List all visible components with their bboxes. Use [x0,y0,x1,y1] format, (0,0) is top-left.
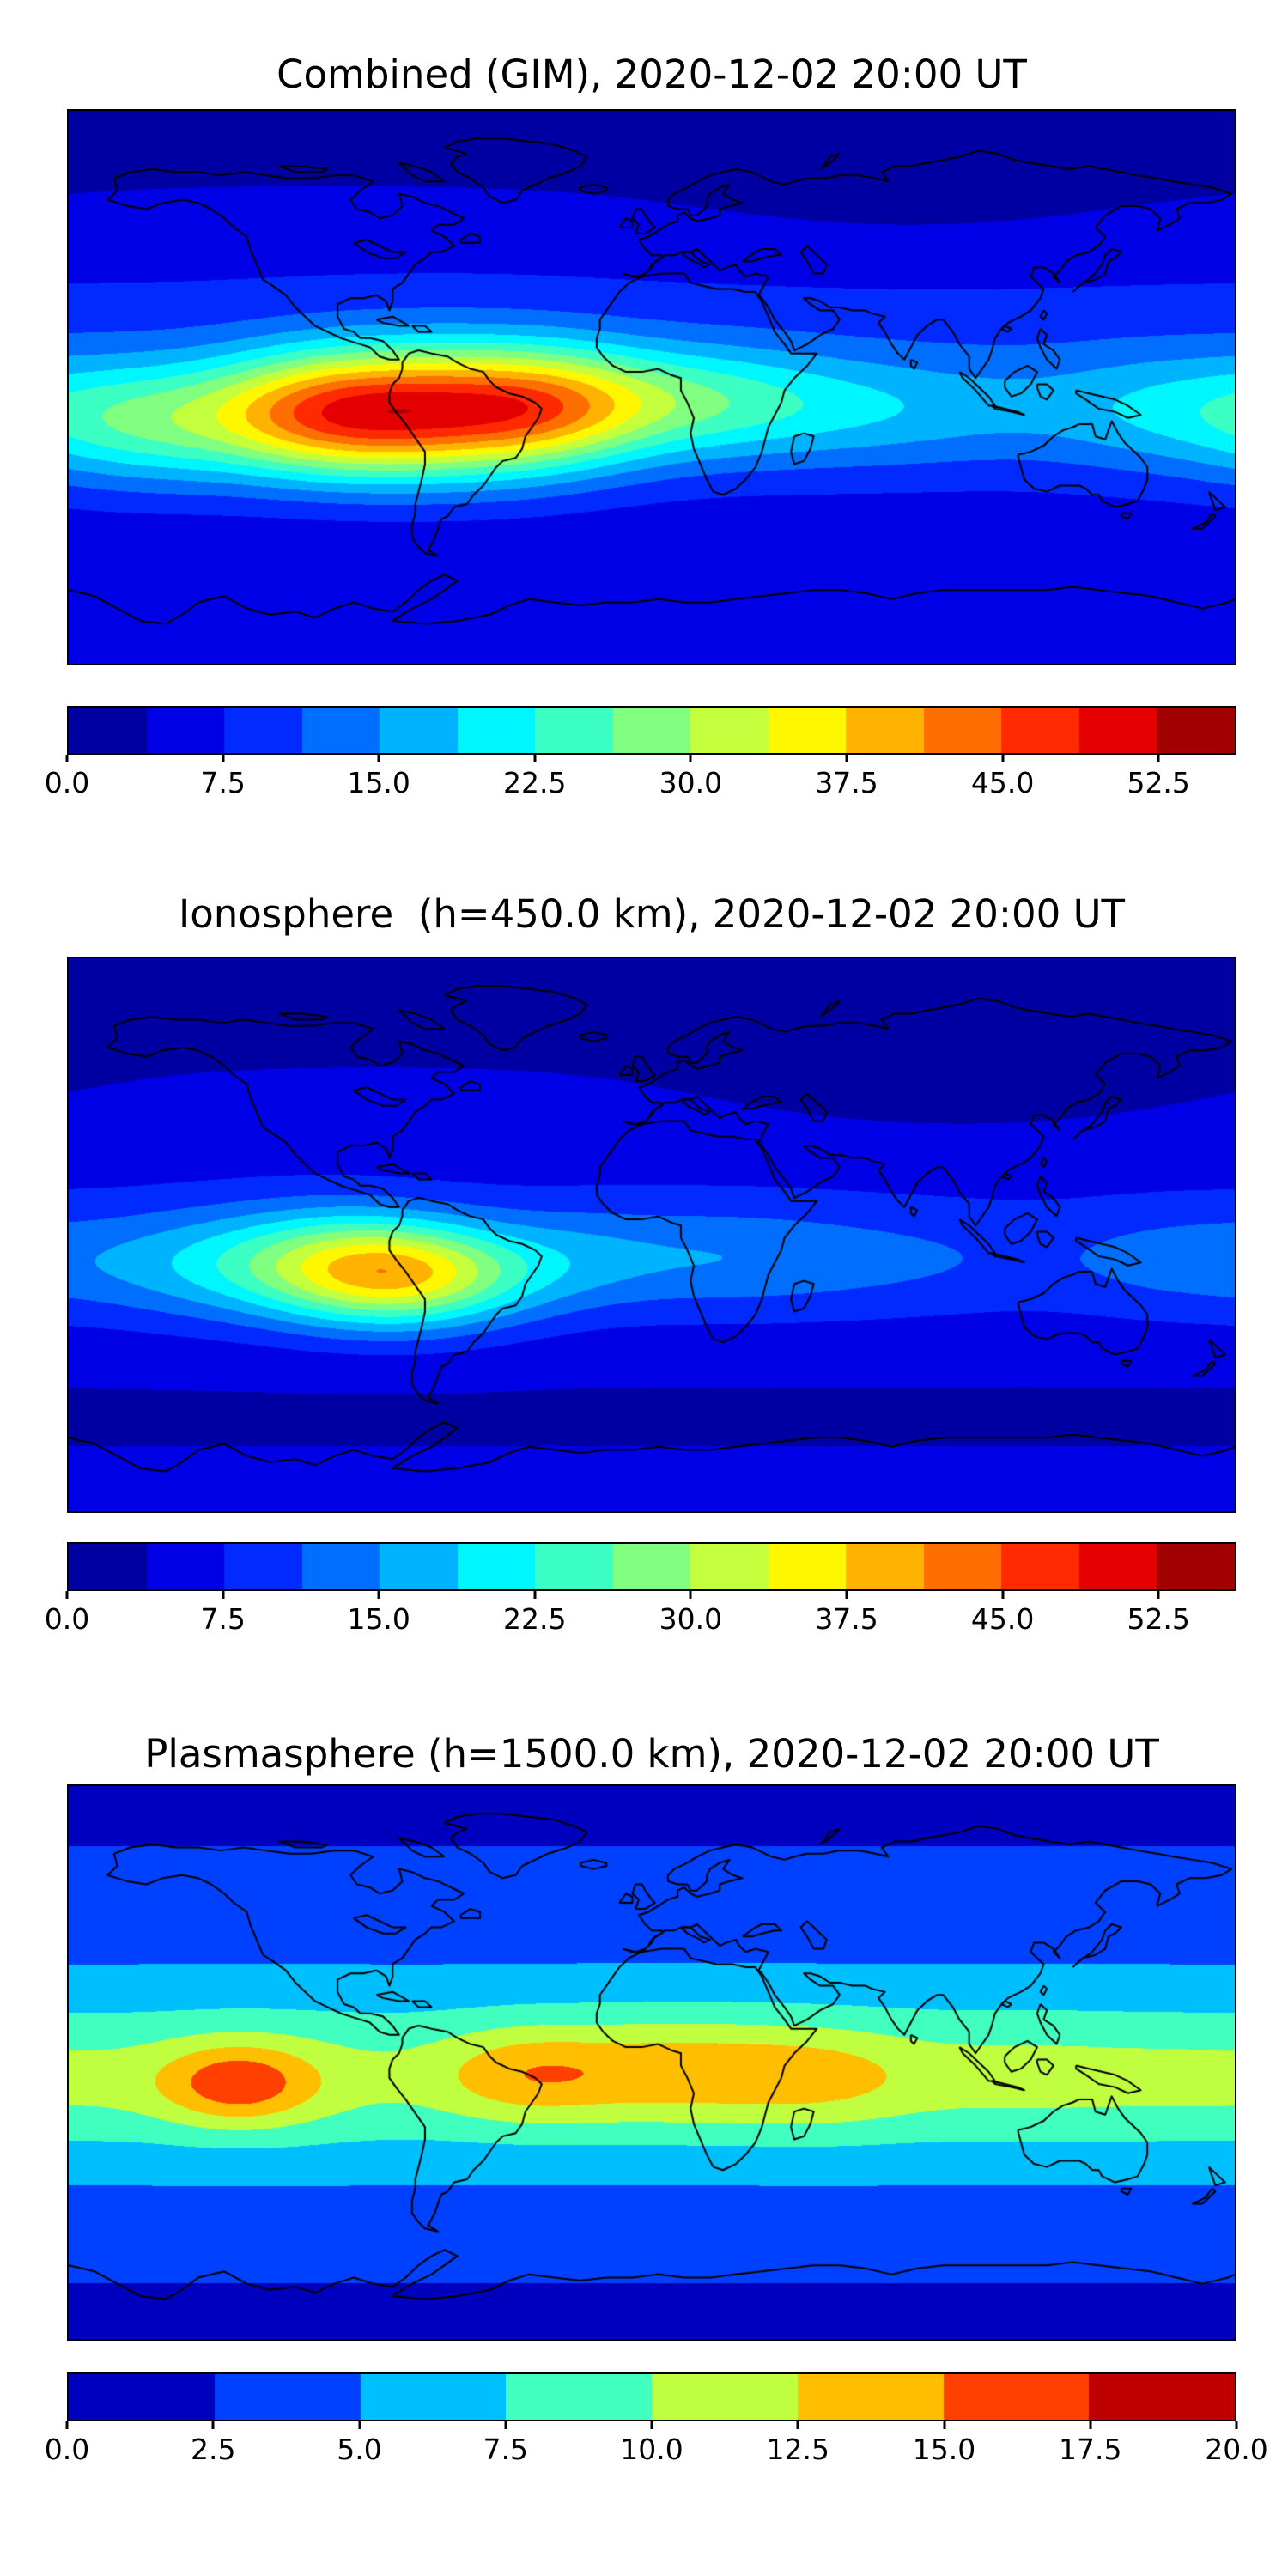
colorbar-tick-label: 37.5 [815,766,878,799]
colorbar-tick-label: 7.5 [200,766,246,799]
colorbar-tick-label: 30.0 [659,766,723,799]
colorbar-tick-label: 52.5 [1127,1602,1190,1636]
colorbar-canvas-combined [69,708,1235,753]
colorbar-ionosphere [67,1542,1236,1591]
colorbar-tick-label: 22.5 [503,1602,567,1636]
colorbar-tick-label: 20.0 [1205,2433,1268,2466]
colorbar-tick-mark [1157,1591,1160,1599]
colorbar-tick-mark [1001,1591,1005,1599]
colorbar-tick-mark [533,1591,537,1599]
colorbar-tick-label: 17.5 [1059,2433,1122,2466]
map-ionosphere [67,957,1236,1513]
colorbar-tick-mark [1157,755,1160,762]
colorbar-tick-label: 30.0 [659,1602,723,1636]
colorbar-tick-label: 5.0 [337,2433,382,2466]
map-canvas-combined [69,111,1235,664]
colorbar-ticks-combined: 0.0 7.5 15.0 22.5 30.0 37.5 45.0 52.5 [45,755,1236,806]
colorbar-ticks-plasmasphere: 0.0 2.5 5.0 7.5 10.0 12.5 15.0 17.5 20.0 [45,2421,1268,2473]
panel-title-ionosphere: Ionosphere (h=450.0 km), 2020-12-02 20:0… [178,891,1126,937]
colorbar-tick-label: 15.0 [347,766,410,799]
colorbar-ticks-ionosphere: 0.0 7.5 15.0 22.5 30.0 37.5 45.0 52.5 [45,1591,1236,1643]
colorbar-tick-mark [796,2421,799,2429]
colorbar-tick-mark [358,2421,361,2429]
colorbar-tick-mark [689,1591,692,1599]
colorbar-tick-label: 52.5 [1127,766,1190,799]
colorbar-tick-label: 45.0 [970,766,1035,799]
colorbar-plasmasphere [67,2372,1236,2421]
colorbar-tick-mark [377,755,380,762]
colorbar-tick-label: 45.0 [970,1602,1035,1636]
colorbar-tick-mark [1235,2421,1238,2429]
colorbar-tick-label: 15.0 [347,1602,410,1636]
colorbar-tick-label: 22.5 [503,766,567,799]
colorbar-tick-mark [845,755,848,762]
colorbar-tick-label: 10.0 [620,2433,683,2466]
colorbar-tick-label: 12.5 [766,2433,829,2466]
colorbar-tick-label: 7.5 [200,1602,246,1636]
colorbar-tick-mark [1089,2421,1092,2429]
colorbar-canvas-plasmasphere [69,2374,1235,2420]
panel-title-plasmasphere: Plasmasphere (h=1500.0 km), 2020-12-02 2… [144,1731,1159,1777]
colorbar-canvas-ionosphere [69,1544,1235,1589]
colorbar-tick-label: 0.0 [44,2433,90,2466]
colorbar-tick-mark [1001,755,1005,762]
colorbar-tick-mark [65,1591,69,1599]
colorbar-tick-mark [65,2421,69,2429]
colorbar-tick-label: 0.0 [44,766,90,799]
colorbar-tick-mark [650,2421,653,2429]
map-canvas-plasmasphere [69,1786,1235,2339]
colorbar-tick-label: 37.5 [815,1602,878,1636]
colorbar-tick-mark [65,755,69,762]
map-plasmasphere [67,1784,1236,2341]
colorbar-tick-mark [845,1591,848,1599]
map-combined [67,109,1236,665]
colorbar-tick-label: 15.0 [912,2433,976,2466]
colorbar-tick-mark [377,1591,380,1599]
map-canvas-ionosphere [69,958,1235,1511]
colorbar-tick-label: 2.5 [191,2433,236,2466]
colorbar-tick-mark [211,2421,215,2429]
colorbar-tick-mark [222,755,225,762]
colorbar-tick-mark [533,755,537,762]
panel-title-combined: Combined (GIM), 2020-12-02 20:00 UT [276,52,1027,97]
colorbar-tick-label: 7.5 [483,2433,528,2466]
colorbar-tick-mark [504,2421,507,2429]
colorbar-tick-label: 0.0 [44,1602,90,1636]
colorbar-tick-mark [222,1591,225,1599]
colorbar-combined [67,706,1236,755]
colorbar-tick-mark [689,755,692,762]
colorbar-tick-mark [943,2421,945,2429]
